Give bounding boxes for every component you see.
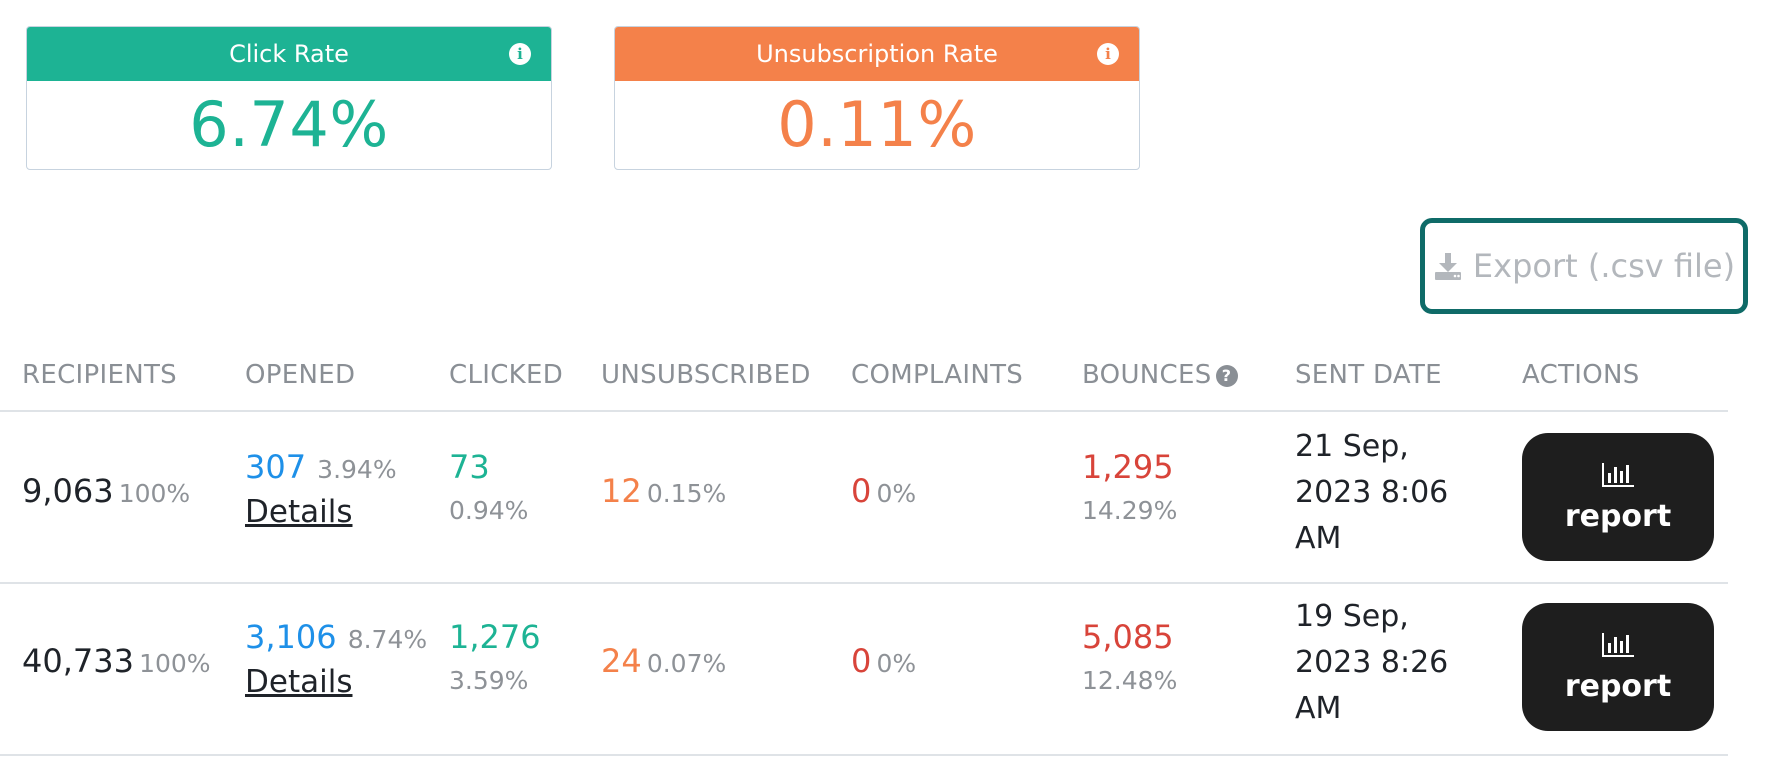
table-row: 40,733 100% 3,106 8.74% Details 1,276 3.… [0, 584, 1728, 754]
complaints-percent: 0% [876, 479, 917, 508]
details-link[interactable]: Details [245, 664, 353, 700]
unsubscribed-count: 12 [601, 472, 642, 510]
table-row: 9,063 100% 307 3.94% Details 73 0.94% 12… [0, 412, 1728, 582]
sent-date: 19 Sep, 2023 8:26 AM [1295, 599, 1449, 726]
header-unsubscribed[interactable]: UNSUBSCRIBED [601, 360, 811, 390]
bounces-percent: 12.48% [1082, 666, 1178, 695]
header-bounces[interactable]: BOUNCES? [1082, 360, 1238, 390]
opened-count: 3,106 [245, 618, 337, 656]
info-icon[interactable]: i [1097, 43, 1119, 65]
clicked-count: 1,276 [449, 618, 541, 656]
report-label: report [1564, 668, 1672, 704]
complaints-count: 0 [851, 472, 872, 510]
complaints-percent: 0% [876, 649, 917, 678]
header-actions: ACTIONS [1522, 360, 1640, 390]
bar-chart-icon [1602, 632, 1634, 657]
header-complaints[interactable]: COMPLAINTS [851, 360, 1024, 390]
clicked-percent: 0.94% [449, 496, 529, 525]
header-sent-date[interactable]: SENT DATE [1295, 360, 1442, 390]
row-divider [0, 582, 1728, 584]
clicked-count: 73 [449, 448, 490, 486]
export-label: Export (.csv file) [1472, 247, 1736, 285]
report-label: report [1564, 498, 1672, 534]
download-icon [1434, 253, 1461, 280]
header-bounces-label: BOUNCES [1082, 360, 1212, 390]
info-icon[interactable]: i [509, 43, 531, 65]
details-link[interactable]: Details [245, 494, 353, 530]
bounces-count: 5,085 [1082, 618, 1174, 656]
recipients-count: 9,063 [22, 472, 114, 510]
question-icon[interactable]: ? [1215, 364, 1238, 387]
click-rate-value: 6.74% [189, 88, 389, 161]
header-opened[interactable]: OPENED [245, 360, 356, 390]
unsubscription-rate-value: 0.11% [777, 88, 977, 161]
bar-chart-icon [1602, 462, 1634, 487]
opened-percent: 3.94% [317, 455, 397, 484]
export-csv-button[interactable]: Export (.csv file) [1420, 218, 1748, 314]
report-button[interactable]: report [1522, 433, 1714, 561]
click-rate-card: Click Rate i 6.74% [26, 26, 552, 170]
click-rate-title: Click Rate [229, 40, 349, 68]
report-button[interactable]: report [1522, 603, 1714, 731]
clicked-percent: 3.59% [449, 666, 529, 695]
header-clicked[interactable]: CLICKED [449, 360, 564, 390]
bounces-count: 1,295 [1082, 448, 1174, 486]
opened-percent: 8.74% [347, 625, 428, 654]
sent-date: 21 Sep, 2023 8:06 AM [1295, 429, 1449, 556]
recipients-percent: 100% [139, 649, 211, 678]
header-divider [0, 410, 1728, 412]
row-divider [0, 754, 1728, 756]
complaints-count: 0 [851, 642, 872, 680]
unsubscription-rate-header: Unsubscription Rate i [615, 27, 1139, 81]
recipients-count: 40,733 [22, 642, 134, 680]
unsubscribed-percent: 0.07% [646, 649, 727, 678]
unsubscription-rate-card: Unsubscription Rate i 0.11% [614, 26, 1140, 170]
header-recipients[interactable]: RECIPIENTS [22, 360, 177, 390]
unsubscribed-percent: 0.15% [646, 479, 727, 508]
opened-count: 307 [245, 448, 307, 486]
click-rate-header: Click Rate i [27, 27, 551, 81]
unsubscribed-count: 24 [601, 642, 642, 680]
recipients-percent: 100% [118, 479, 191, 508]
unsubscription-rate-title: Unsubscription Rate [756, 40, 998, 68]
bounces-percent: 14.29% [1082, 496, 1178, 525]
